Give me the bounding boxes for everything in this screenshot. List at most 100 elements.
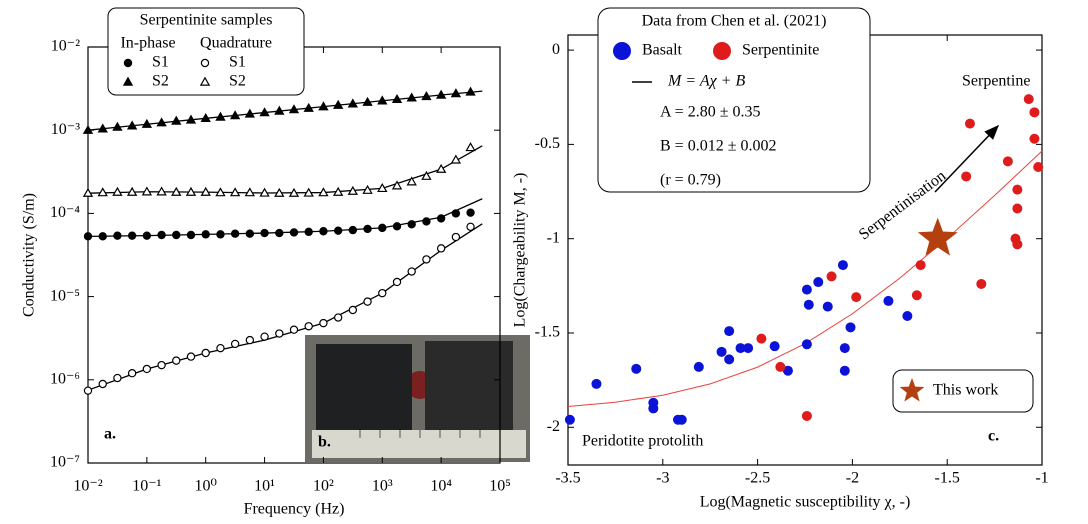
triangle-marker	[318, 187, 329, 197]
data-point	[1012, 184, 1023, 195]
triangle-marker	[377, 183, 388, 193]
data-point	[911, 290, 922, 301]
triangle-marker	[303, 187, 314, 197]
circle-marker	[230, 339, 240, 349]
triangle-marker	[362, 184, 373, 194]
circle-marker	[348, 225, 358, 235]
triangle-marker	[391, 180, 403, 190]
y-tick-label: 10⁻²	[51, 38, 80, 55]
data-point	[976, 278, 987, 289]
x-tick-label: -2	[846, 470, 859, 487]
triangle-marker	[126, 186, 138, 196]
annotation: c.	[988, 428, 999, 445]
triangle-marker	[318, 101, 329, 111]
circle-marker	[127, 369, 137, 378]
data-point	[724, 326, 735, 337]
circle-marker	[142, 364, 152, 374]
data-point	[735, 343, 746, 354]
circle-marker	[113, 373, 122, 383]
triangle-marker	[126, 120, 138, 130]
circle-marker	[275, 329, 284, 338]
legend-marker	[199, 76, 211, 86]
circle-marker	[407, 220, 416, 229]
legend-line-text: B = 0.012 ± 0.002	[660, 138, 776, 155]
circle-marker	[333, 313, 343, 322]
data-point	[1012, 203, 1023, 214]
x-tick-label: 10²	[313, 478, 334, 495]
legend-label: Serpentinite	[742, 42, 819, 59]
circle-marker	[451, 209, 461, 218]
y-tick-label: 0	[552, 41, 560, 58]
triangle-marker	[465, 86, 476, 96]
photo-ruler-ticks	[359, 430, 501, 438]
circle-marker	[260, 332, 269, 341]
triangle-marker	[332, 99, 344, 109]
circle-marker	[363, 297, 372, 306]
triangle-marker	[406, 176, 417, 186]
triangle-marker	[421, 91, 432, 101]
triangle-marker	[112, 121, 123, 131]
triangle-marker	[435, 163, 447, 173]
triangle-marker	[332, 186, 344, 196]
fit-line	[87, 198, 483, 237]
x-tick-label: 10⁰	[195, 478, 217, 495]
data-point	[839, 343, 850, 354]
legend-title: Data from Chen et al. (2021)	[642, 13, 827, 30]
x-tick-label: 10⁵	[489, 478, 511, 495]
triangle-marker	[244, 187, 256, 197]
x-tick-label: -1.5	[935, 470, 960, 487]
data-point	[801, 339, 812, 350]
legend-label: S1	[152, 54, 169, 71]
fit-line	[87, 145, 483, 194]
data-point	[902, 311, 913, 322]
triangle-marker	[244, 108, 256, 118]
legend-title: Serpentinite samples	[140, 12, 273, 29]
legend-marker	[122, 76, 134, 86]
legend-box	[597, 7, 871, 193]
circle-marker	[83, 232, 93, 241]
data-point	[693, 361, 704, 372]
x-tick-label: 10³	[372, 478, 393, 495]
data-point	[564, 414, 575, 425]
legend-label: S1	[229, 54, 246, 71]
triangle-marker	[112, 186, 123, 196]
legend-label: This work	[933, 382, 998, 399]
circle-marker	[407, 267, 416, 276]
triangle-marker	[141, 186, 153, 196]
triangle-marker	[288, 187, 300, 197]
circle-marker	[466, 222, 475, 232]
circle-marker	[245, 229, 255, 238]
y-tick-label: 10⁻⁷	[50, 454, 80, 471]
circle-marker	[172, 356, 181, 365]
legend-formula: M = Aχ + B	[667, 73, 745, 90]
circle-marker	[422, 255, 431, 264]
circle-marker	[422, 217, 431, 226]
x-tick-label: 10⁴	[430, 478, 452, 495]
triangle-marker	[435, 89, 447, 99]
data-point	[769, 341, 780, 352]
circle-marker	[289, 228, 299, 237]
triangle-marker	[406, 92, 417, 102]
photo-sample-right	[425, 341, 513, 435]
legend-line-text: (r = 0.79)	[660, 172, 721, 189]
triangle-marker	[215, 111, 226, 121]
y-tick-label: 10⁻³	[51, 121, 80, 138]
x-tick-label: 10⁻¹	[132, 478, 161, 495]
triangle-marker	[156, 117, 167, 127]
data-point	[801, 284, 812, 295]
circle-marker	[333, 226, 343, 235]
circle-marker	[186, 352, 196, 361]
triangle-marker	[82, 124, 94, 134]
data-point	[837, 260, 848, 271]
legend-label: S2	[152, 73, 169, 90]
triangle-marker	[171, 115, 182, 125]
legend-column-header: Quadrature	[200, 35, 272, 52]
data-point	[743, 343, 754, 354]
y-tick-label: 10⁻⁵	[50, 287, 80, 304]
circle-marker	[142, 231, 152, 240]
circle-marker	[127, 231, 137, 240]
data-point	[1033, 162, 1044, 173]
data-point	[801, 410, 812, 421]
y-tick-label: -0.5	[535, 135, 560, 152]
circle-marker	[260, 228, 269, 238]
